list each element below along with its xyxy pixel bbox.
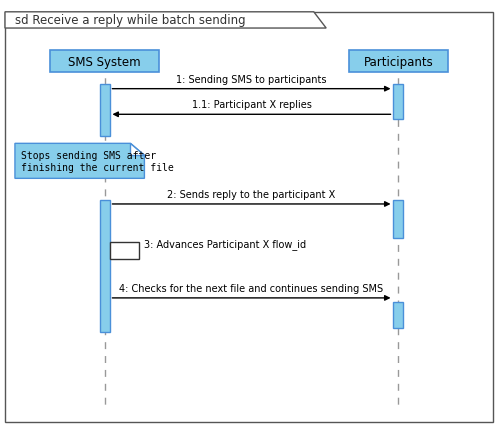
Text: Participants: Participants (364, 56, 433, 69)
Polygon shape (5, 13, 326, 29)
FancyBboxPatch shape (100, 85, 110, 136)
FancyBboxPatch shape (100, 200, 110, 332)
FancyBboxPatch shape (393, 302, 403, 328)
FancyBboxPatch shape (50, 51, 159, 73)
FancyBboxPatch shape (393, 85, 403, 119)
Polygon shape (15, 144, 144, 179)
Text: Stops sending SMS after
finishing the current file: Stops sending SMS after finishing the cu… (21, 151, 174, 172)
Text: 4: Checks for the next file and continues sending SMS: 4: Checks for the next file and continue… (120, 283, 383, 293)
Text: 3: Advances Participant X flow_id: 3: Advances Participant X flow_id (144, 238, 307, 249)
Text: sd Receive a reply while batch sending: sd Receive a reply while batch sending (15, 14, 246, 27)
FancyBboxPatch shape (393, 200, 403, 239)
Text: SMS System: SMS System (68, 56, 141, 69)
Text: 1: Sending SMS to participants: 1: Sending SMS to participants (176, 75, 327, 84)
FancyBboxPatch shape (349, 51, 448, 73)
FancyBboxPatch shape (110, 243, 139, 260)
Text: 1.1: Participant X replies: 1.1: Participant X replies (192, 100, 311, 110)
Text: 2: Sends reply to the participant X: 2: Sends reply to the participant X (167, 190, 336, 199)
Polygon shape (130, 144, 144, 156)
